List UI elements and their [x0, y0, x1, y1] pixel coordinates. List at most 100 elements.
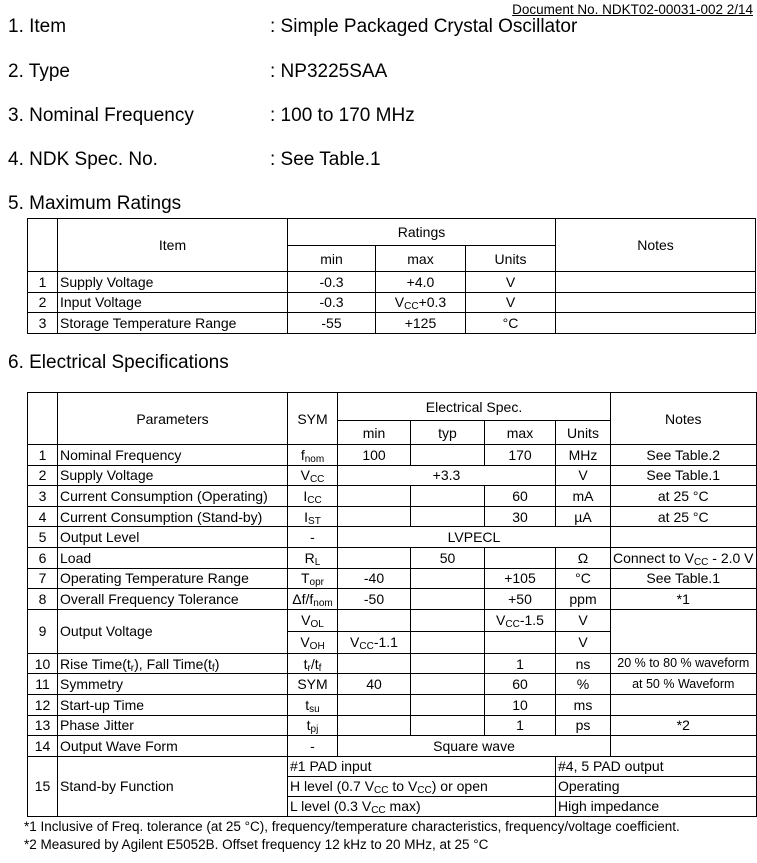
notes-cell: 20 % to 80 % waveform	[610, 652, 757, 675]
max-cell: 1	[484, 714, 556, 737]
header-units: Units	[555, 420, 611, 445]
table-row: 9 Output Voltage VOL VCC-1.5 V	[27, 608, 757, 654]
notes-cell: at 50 % Waveform	[610, 673, 757, 695]
subscript: r	[130, 662, 135, 674]
header-number	[27, 218, 58, 272]
standby-output-cell: #4, 5 PAD output	[555, 755, 757, 777]
max-cell: 170	[484, 444, 556, 466]
standby-input-cell: H level (0.7 VCC to VCC) or open	[287, 775, 556, 797]
units-cell: ms	[555, 693, 611, 716]
header-max: max	[375, 245, 466, 272]
max-cell: 10	[484, 693, 556, 716]
row-number: 11	[27, 673, 58, 695]
row-number: 6	[27, 546, 58, 569]
table-row: 5 Output Level - LVPECL	[27, 526, 757, 548]
spec-no-label: 4. NDK Spec. No.	[8, 149, 158, 170]
footnote-1: *1 Inclusive of Freq. tolerance (at 25 °…	[24, 819, 680, 834]
header-typ: typ	[410, 420, 485, 445]
parameter-cell: Overall Frequency Tolerance	[57, 588, 288, 610]
subscript: su	[309, 703, 320, 715]
table-row: 4 Current Consumption (Stand-by) IST 30 µA at…	[27, 505, 757, 528]
max-cell: 60	[484, 485, 556, 507]
header-min: min	[287, 245, 376, 272]
typ-cell	[410, 608, 485, 632]
notes-cell: See Table.2	[610, 444, 757, 466]
subscript: CC	[417, 785, 432, 797]
subscript: nom	[304, 453, 325, 465]
table-row: 3 Storage Temperature Range -55 +125 °C	[27, 312, 756, 334]
value-cell: Square wave	[337, 735, 611, 757]
units-cell: %	[555, 673, 611, 695]
item-label: 1. Item	[8, 16, 67, 37]
max-cell: +50	[484, 588, 556, 610]
max-cell: 1	[484, 652, 556, 675]
parameter-cell: Phase Jitter	[57, 714, 288, 737]
min-cell	[337, 505, 411, 528]
units-cell: °C	[555, 567, 611, 590]
subscript: L	[314, 556, 321, 568]
max-cell: +4.0	[375, 271, 466, 293]
row-number: 3	[27, 312, 58, 334]
parameter-cell: Supply Voltage	[57, 464, 288, 487]
typ-cell	[410, 444, 485, 466]
value-cell: +3.3	[337, 464, 556, 487]
table-row: 1 Supply Voltage -0.3 +4.0 V	[27, 271, 756, 293]
min-cell: -40	[337, 567, 411, 590]
header-item: Item	[57, 218, 288, 272]
typ-cell	[410, 630, 485, 654]
min-cell: 40	[337, 673, 411, 695]
sym-cell: tpj	[287, 714, 338, 737]
table-row: 2 Supply Voltage VCC +3.3 V See Table.1	[27, 464, 757, 487]
standby-output-cell: Operating	[555, 775, 757, 797]
sym-cell: Δf/fnom	[287, 588, 338, 610]
notes-cell: See Table.1	[610, 464, 757, 487]
ratings-title: 5. Maximum Ratings	[8, 193, 182, 214]
row-number: 12	[27, 693, 58, 716]
parameter-cell: Start-up Time	[57, 693, 288, 716]
notes-cell	[610, 608, 757, 654]
table-row: L level (0.3 VCC max) High impedance	[28, 795, 757, 817]
spec-title: 6. Electrical Specifications	[8, 352, 229, 373]
sym-cell: VOL	[287, 608, 338, 632]
item-cell: Input Voltage	[57, 291, 288, 313]
parameter-cell: Symmetry	[57, 673, 288, 695]
row-number: 10	[27, 652, 58, 675]
subscript: CC	[505, 619, 520, 631]
typ-cell	[410, 652, 485, 675]
subscript: pj	[310, 724, 319, 736]
notes-cell	[610, 526, 757, 548]
row-number: 3	[27, 485, 58, 507]
table-row: 6 Load RL 50 Ω Connect to VCC - 2.0 V	[27, 546, 757, 569]
table-row: 1 Nominal Frequency fnom 100 170 MHz See Table…	[27, 444, 757, 466]
parameter-cell: Output Level	[57, 526, 288, 548]
parameter-cell: Output Voltage	[57, 608, 288, 654]
notes-cell	[555, 291, 756, 313]
subscript: CC	[309, 474, 325, 486]
sym-cell: RL	[287, 546, 338, 569]
spec-no-value: : See Table.1	[270, 149, 381, 170]
row-number: 15	[27, 755, 58, 817]
maximum-ratings-table: Item Ratings Notes min max Units 1 Supply Volta…	[27, 218, 756, 334]
header-electrical-spec: Electrical Spec.	[337, 392, 611, 421]
max-cell: +105	[484, 567, 556, 590]
sym-cell: -	[287, 735, 338, 757]
type-value: : NP3225SAA	[270, 61, 388, 82]
min-cell	[337, 652, 411, 675]
units-cell: ps	[555, 714, 611, 737]
min-cell	[337, 485, 411, 507]
row-number: 9	[27, 608, 58, 654]
sym-cell: IST	[287, 505, 338, 528]
subscript: CC	[371, 805, 386, 817]
subscript: CC	[374, 785, 389, 797]
units-cell: µA	[555, 505, 611, 528]
subscript: CC	[359, 641, 374, 653]
row-number: 2	[27, 291, 58, 313]
item-cell: Storage Temperature Range	[57, 312, 288, 334]
header-min: min	[337, 420, 411, 445]
notes-cell	[610, 735, 757, 757]
units-cell: Ω	[555, 546, 611, 569]
typ-cell	[410, 567, 485, 590]
max-cell: +125	[375, 312, 466, 334]
row-number: 2	[27, 464, 58, 487]
units-cell: V	[555, 608, 611, 632]
